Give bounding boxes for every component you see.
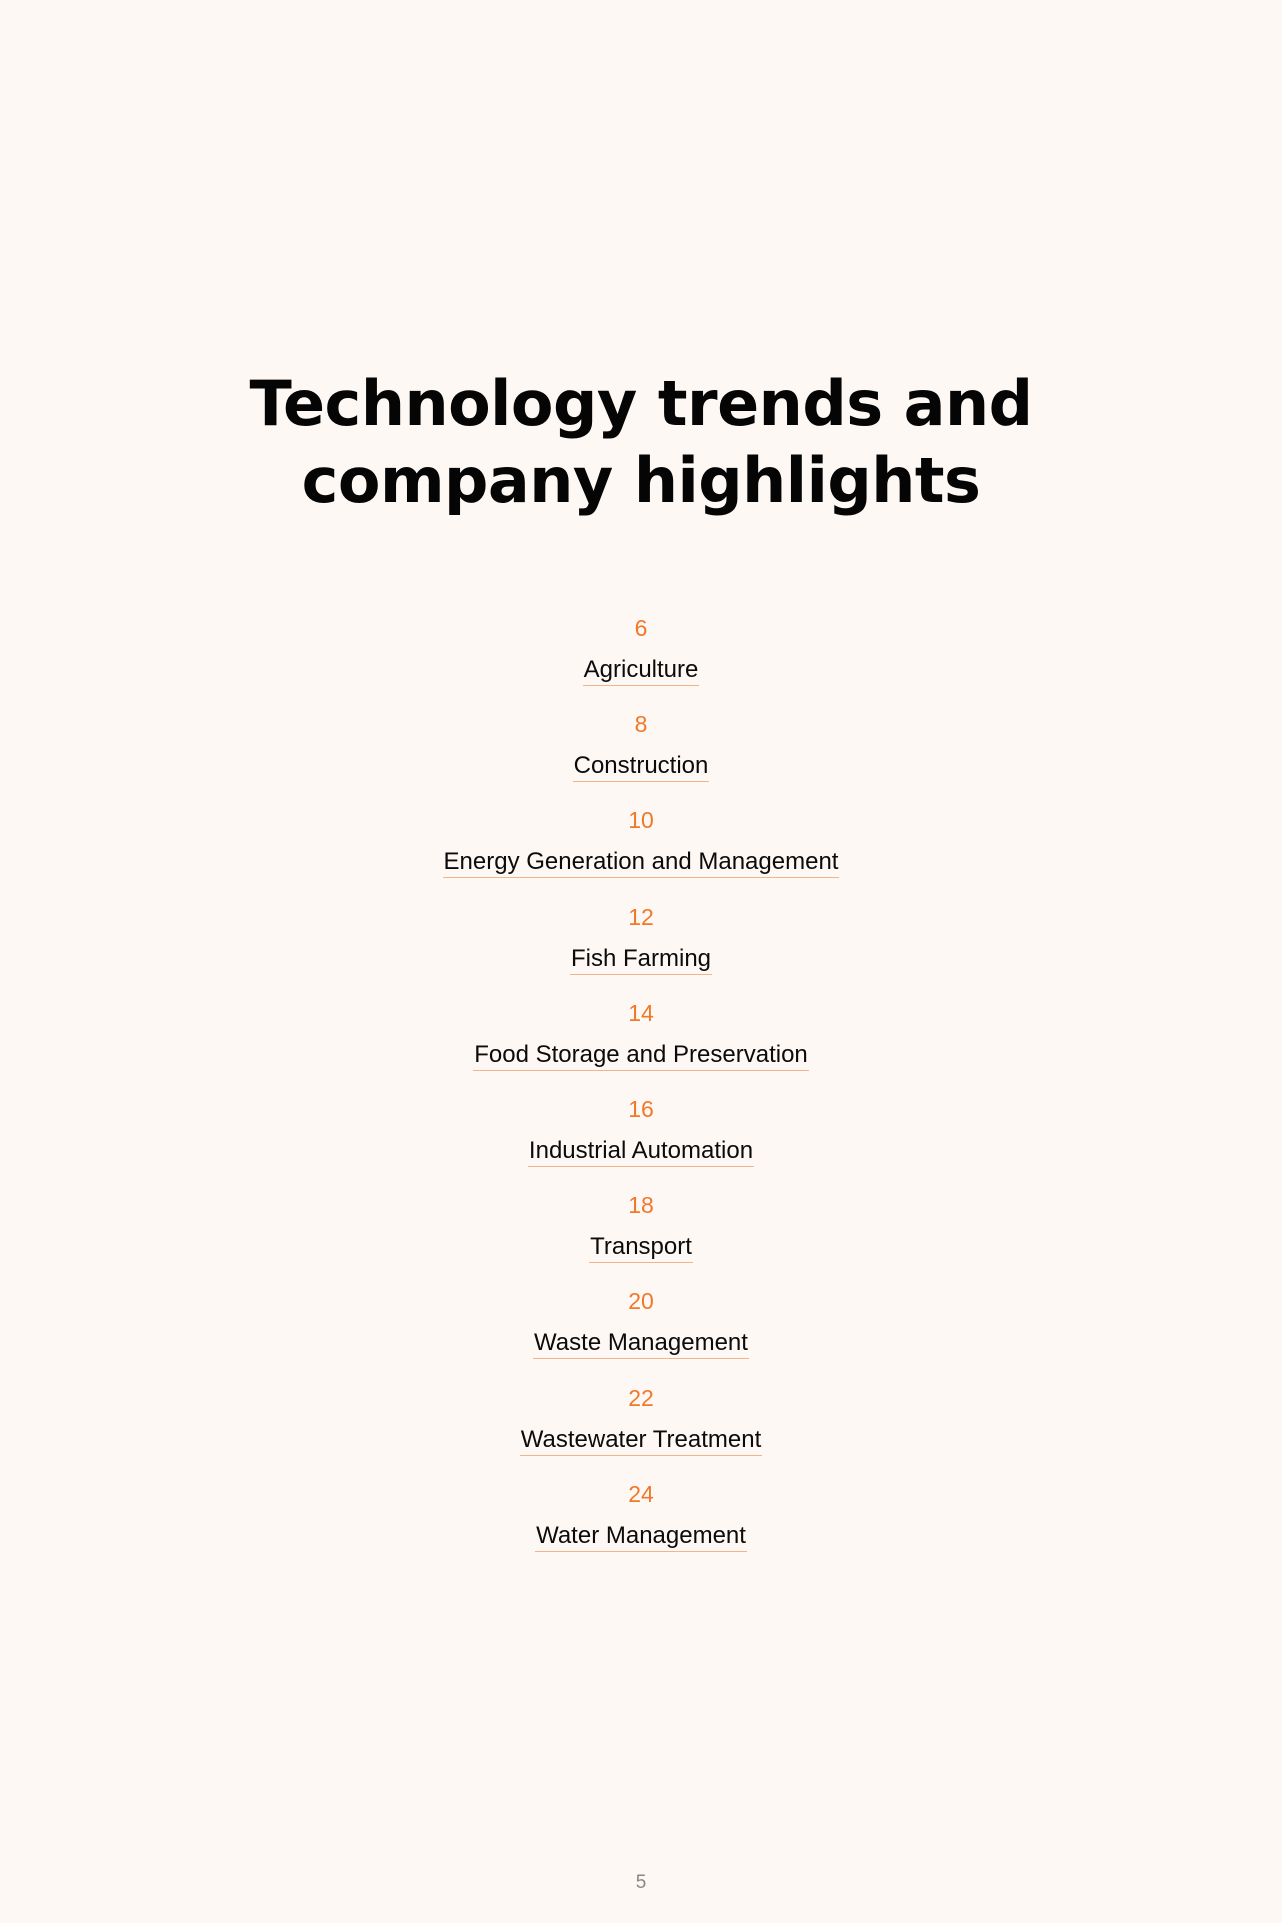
toc-item-wastewater-treatment: 22 Wastewater Treatment	[0, 1380, 1282, 1476]
toc-link-construction[interactable]: Construction	[572, 752, 710, 783]
toc-link-wastewater-treatment[interactable]: Wastewater Treatment	[519, 1426, 763, 1456]
toc-link-industrial-automation[interactable]: Industrial Automation	[527, 1137, 755, 1167]
toc-item-energy: 10 Energy Generation and Management	[0, 802, 1282, 898]
toc-item-food-storage: 14 Food Storage and Preservation	[0, 995, 1282, 1091]
page-title-line-2: company highlights	[301, 444, 981, 517]
toc-item-industrial-automation: 16 Industrial Automation	[0, 1091, 1282, 1187]
toc-page-number: 22	[628, 1384, 654, 1411]
toc-page-number: 14	[628, 999, 654, 1026]
toc-link-agriculture[interactable]: Agriculture	[582, 656, 700, 686]
toc-page-number: 16	[628, 1095, 654, 1122]
toc-page-number: 8	[634, 711, 648, 738]
toc-link-waste-management[interactable]: Waste Management	[533, 1329, 749, 1360]
toc-link-water-management[interactable]: Water Management	[535, 1522, 747, 1552]
toc-page-number: 24	[628, 1480, 654, 1507]
page-title: Technology trends and company highlights	[0, 365, 1282, 519]
toc-link-energy[interactable]: Energy Generation and Management	[442, 848, 840, 879]
toc-item-transport: 18 Transport	[0, 1187, 1282, 1283]
toc-page-number: 6	[634, 615, 648, 641]
toc-page-number: 12	[628, 903, 654, 930]
toc-item-agriculture: 6 Agriculture	[0, 610, 1282, 706]
toc-link-transport[interactable]: Transport	[589, 1233, 693, 1264]
toc-page-number: 10	[628, 807, 654, 834]
toc-link-food-storage[interactable]: Food Storage and Preservation	[473, 1041, 809, 1071]
toc-item-fish-farming: 12 Fish Farming	[0, 899, 1282, 995]
toc-page-number: 18	[628, 1192, 654, 1219]
toc-item-construction: 8 Construction	[0, 706, 1282, 802]
toc-item-waste-management: 20 Waste Management	[0, 1283, 1282, 1379]
page-number: 5	[635, 1872, 647, 1893]
page-title-line-1: Technology trends and	[249, 367, 1033, 440]
table-of-contents: 6 Agriculture 8 Construction 10 Energy G…	[0, 610, 1282, 1572]
toc-item-water-management: 24 Water Management	[0, 1476, 1282, 1572]
toc-link-fish-farming[interactable]: Fish Farming	[569, 945, 713, 975]
toc-page-number: 20	[628, 1288, 654, 1315]
